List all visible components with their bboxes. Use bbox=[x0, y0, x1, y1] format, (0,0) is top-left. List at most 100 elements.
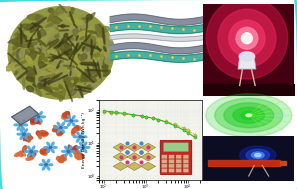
Ellipse shape bbox=[28, 153, 30, 157]
Ellipse shape bbox=[26, 55, 32, 64]
Ellipse shape bbox=[103, 46, 106, 51]
Ellipse shape bbox=[68, 8, 75, 14]
Ellipse shape bbox=[101, 66, 109, 75]
Ellipse shape bbox=[97, 58, 109, 59]
Ellipse shape bbox=[73, 147, 79, 152]
Ellipse shape bbox=[56, 156, 61, 161]
Circle shape bbox=[233, 107, 265, 123]
Ellipse shape bbox=[65, 153, 67, 157]
Ellipse shape bbox=[17, 71, 28, 80]
Ellipse shape bbox=[40, 131, 47, 134]
Ellipse shape bbox=[66, 73, 78, 76]
FancyBboxPatch shape bbox=[176, 160, 181, 163]
Ellipse shape bbox=[38, 36, 48, 44]
Ellipse shape bbox=[26, 67, 35, 75]
Ellipse shape bbox=[65, 146, 67, 150]
FancyBboxPatch shape bbox=[183, 160, 189, 163]
FancyBboxPatch shape bbox=[163, 143, 189, 152]
Ellipse shape bbox=[39, 77, 45, 83]
Ellipse shape bbox=[27, 44, 39, 51]
Ellipse shape bbox=[95, 77, 100, 82]
Circle shape bbox=[241, 111, 257, 119]
Ellipse shape bbox=[82, 25, 92, 29]
Text: +: + bbox=[220, 31, 228, 40]
Ellipse shape bbox=[49, 146, 52, 149]
Ellipse shape bbox=[53, 61, 60, 65]
Ellipse shape bbox=[54, 125, 59, 130]
Ellipse shape bbox=[46, 92, 63, 94]
Ellipse shape bbox=[40, 150, 45, 154]
Ellipse shape bbox=[54, 127, 59, 128]
Ellipse shape bbox=[104, 49, 112, 57]
Ellipse shape bbox=[28, 38, 31, 48]
Ellipse shape bbox=[88, 85, 93, 90]
Ellipse shape bbox=[23, 42, 37, 47]
Ellipse shape bbox=[78, 154, 83, 160]
Y-axis label: Energy Density (Wh kg⁻¹): Energy Density (Wh kg⁻¹) bbox=[82, 112, 86, 168]
Ellipse shape bbox=[33, 151, 38, 152]
Ellipse shape bbox=[78, 56, 89, 60]
FancyBboxPatch shape bbox=[169, 155, 174, 159]
Ellipse shape bbox=[43, 46, 48, 50]
Ellipse shape bbox=[72, 40, 75, 51]
Ellipse shape bbox=[94, 62, 99, 66]
Ellipse shape bbox=[45, 40, 59, 49]
Ellipse shape bbox=[41, 116, 45, 118]
Ellipse shape bbox=[76, 91, 83, 98]
Ellipse shape bbox=[97, 65, 101, 73]
Ellipse shape bbox=[40, 20, 49, 26]
Ellipse shape bbox=[48, 83, 53, 87]
Ellipse shape bbox=[48, 12, 54, 22]
Ellipse shape bbox=[84, 24, 86, 27]
Ellipse shape bbox=[22, 36, 27, 40]
Ellipse shape bbox=[22, 126, 24, 130]
Circle shape bbox=[206, 0, 288, 79]
Polygon shape bbox=[110, 43, 222, 54]
Ellipse shape bbox=[42, 58, 51, 63]
Ellipse shape bbox=[47, 80, 56, 89]
Ellipse shape bbox=[70, 43, 78, 67]
Ellipse shape bbox=[63, 113, 70, 118]
Ellipse shape bbox=[103, 70, 110, 76]
Ellipse shape bbox=[19, 29, 21, 38]
Ellipse shape bbox=[78, 154, 84, 159]
Ellipse shape bbox=[81, 139, 84, 142]
Ellipse shape bbox=[80, 27, 86, 32]
Ellipse shape bbox=[27, 14, 44, 20]
Ellipse shape bbox=[55, 34, 59, 36]
Ellipse shape bbox=[30, 30, 34, 32]
Ellipse shape bbox=[85, 51, 89, 58]
Ellipse shape bbox=[93, 61, 106, 63]
Ellipse shape bbox=[100, 39, 103, 52]
Ellipse shape bbox=[64, 42, 72, 53]
Ellipse shape bbox=[18, 27, 25, 36]
FancyBboxPatch shape bbox=[162, 155, 167, 159]
Ellipse shape bbox=[36, 76, 40, 89]
Ellipse shape bbox=[59, 23, 72, 26]
FancyBboxPatch shape bbox=[176, 169, 181, 172]
Ellipse shape bbox=[55, 90, 60, 95]
Ellipse shape bbox=[83, 47, 89, 58]
Ellipse shape bbox=[104, 40, 113, 45]
Ellipse shape bbox=[59, 4, 69, 16]
Ellipse shape bbox=[87, 66, 90, 77]
Ellipse shape bbox=[54, 14, 71, 17]
Ellipse shape bbox=[59, 158, 64, 163]
Ellipse shape bbox=[57, 129, 60, 133]
Ellipse shape bbox=[47, 142, 50, 146]
Ellipse shape bbox=[53, 128, 59, 132]
Ellipse shape bbox=[8, 37, 22, 43]
Ellipse shape bbox=[48, 75, 68, 84]
Ellipse shape bbox=[85, 70, 107, 71]
Ellipse shape bbox=[20, 151, 26, 156]
Ellipse shape bbox=[72, 130, 75, 136]
Ellipse shape bbox=[67, 18, 83, 25]
FancyBboxPatch shape bbox=[176, 155, 181, 159]
Ellipse shape bbox=[46, 68, 56, 73]
Ellipse shape bbox=[14, 124, 18, 126]
Ellipse shape bbox=[70, 151, 75, 152]
Ellipse shape bbox=[47, 149, 50, 153]
Circle shape bbox=[252, 152, 264, 158]
Ellipse shape bbox=[39, 72, 48, 79]
Ellipse shape bbox=[59, 156, 64, 160]
